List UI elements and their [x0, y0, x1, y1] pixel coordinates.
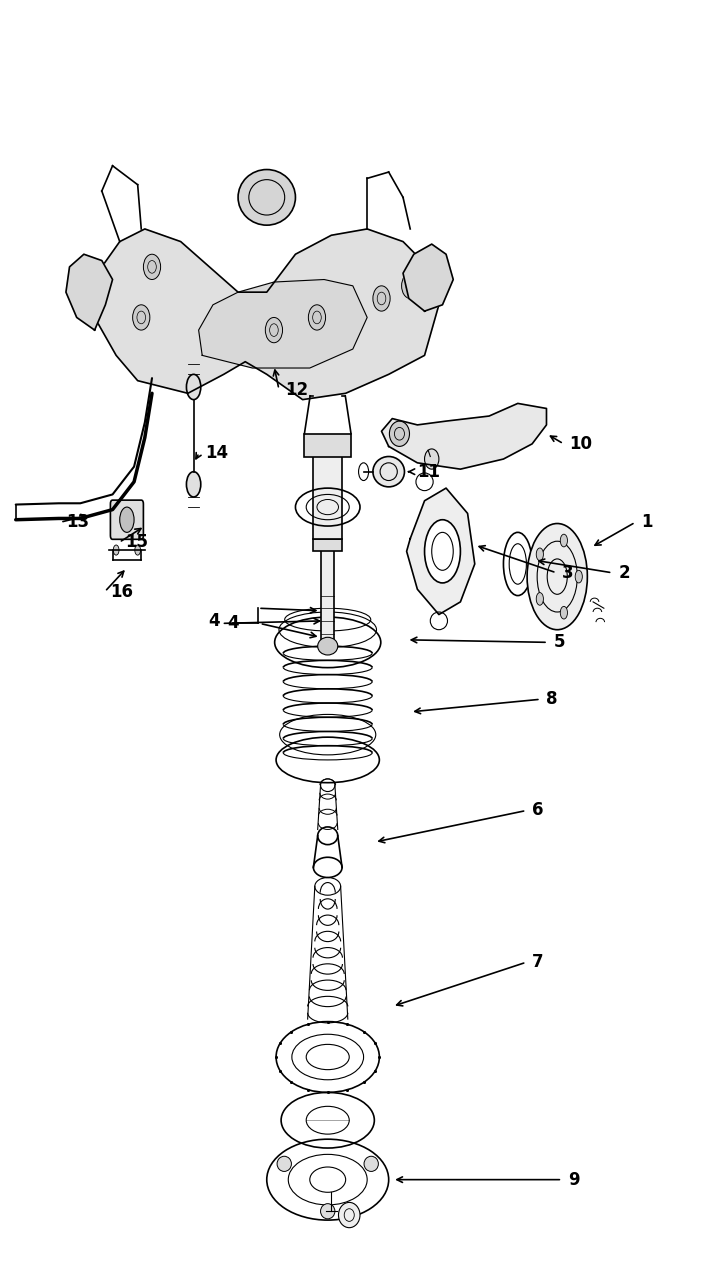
Text: 15: 15: [125, 533, 148, 551]
Ellipse shape: [186, 471, 201, 497]
Bar: [313, 538, 342, 551]
Ellipse shape: [402, 274, 419, 299]
FancyBboxPatch shape: [110, 500, 143, 540]
Polygon shape: [403, 245, 453, 312]
Ellipse shape: [113, 545, 119, 555]
Ellipse shape: [238, 170, 295, 226]
Ellipse shape: [425, 449, 439, 469]
Ellipse shape: [132, 305, 150, 331]
Ellipse shape: [135, 545, 140, 555]
Ellipse shape: [390, 421, 410, 446]
Ellipse shape: [373, 286, 390, 312]
Ellipse shape: [186, 374, 201, 399]
Text: 10: 10: [570, 435, 593, 452]
Ellipse shape: [416, 258, 436, 294]
Text: 4: 4: [209, 612, 220, 630]
Text: 13: 13: [66, 513, 89, 531]
Text: 14: 14: [205, 443, 228, 461]
Ellipse shape: [308, 305, 325, 331]
Text: 8: 8: [546, 691, 558, 708]
Ellipse shape: [373, 456, 405, 487]
Ellipse shape: [536, 593, 544, 606]
Ellipse shape: [560, 607, 567, 620]
Text: 7: 7: [532, 953, 544, 972]
Bar: [321, 532, 334, 646]
Ellipse shape: [536, 549, 544, 560]
Text: 12: 12: [284, 380, 308, 399]
Polygon shape: [199, 280, 367, 367]
Bar: [305, 433, 351, 456]
Ellipse shape: [575, 570, 582, 583]
Text: 4: 4: [228, 614, 239, 632]
Ellipse shape: [277, 1157, 292, 1172]
Bar: [313, 443, 342, 538]
Ellipse shape: [560, 535, 567, 547]
Ellipse shape: [425, 519, 460, 583]
Ellipse shape: [318, 637, 338, 655]
Ellipse shape: [266, 318, 282, 343]
Text: 6: 6: [532, 802, 544, 820]
Ellipse shape: [527, 523, 588, 630]
Polygon shape: [382, 403, 546, 469]
Ellipse shape: [364, 1157, 379, 1172]
Text: 1: 1: [641, 513, 652, 531]
Ellipse shape: [76, 271, 96, 309]
Ellipse shape: [120, 507, 134, 532]
Text: 16: 16: [110, 583, 133, 601]
Polygon shape: [407, 488, 474, 614]
Polygon shape: [66, 255, 112, 331]
Ellipse shape: [143, 255, 161, 280]
Text: 9: 9: [568, 1171, 580, 1188]
Text: 11: 11: [418, 462, 441, 480]
Text: 2: 2: [618, 564, 630, 582]
Text: 3: 3: [562, 564, 574, 582]
Ellipse shape: [320, 1204, 335, 1219]
Text: 5: 5: [554, 634, 565, 651]
Ellipse shape: [338, 1202, 360, 1228]
Polygon shape: [91, 229, 439, 399]
